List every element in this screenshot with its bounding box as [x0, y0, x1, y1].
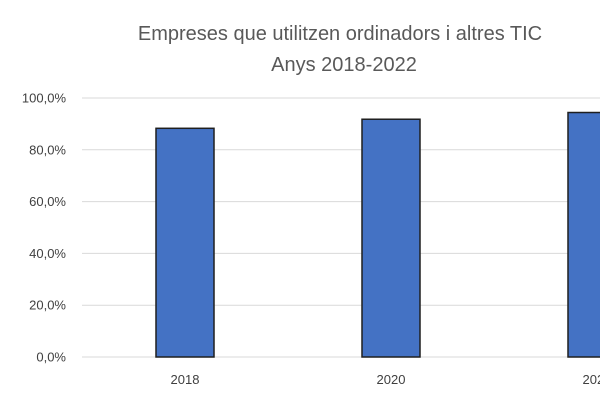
bar-2022 [567, 111, 600, 358]
y-tick-label: 40,0% [29, 246, 66, 261]
y-tick-label: 0,0% [36, 350, 66, 365]
y-tick-label: 80,0% [29, 142, 66, 157]
x-tick-label-2022: 2022 [583, 372, 600, 387]
y-tick-label: 100,0% [22, 91, 67, 106]
bars [155, 111, 600, 358]
bar-2020 [361, 118, 421, 358]
y-axis-tick-labels: 0,0% 20,0% 40,0% 60,0% 80,0% 100,0% [22, 91, 67, 365]
chart-title-line-2: Anys 2018-2022 [271, 54, 417, 76]
bar-2018 [155, 127, 215, 358]
x-tick-label-2018: 2018 [171, 372, 200, 387]
chart-title-line-1: Empreses que utilitzen ordinadors i altr… [138, 23, 542, 45]
y-tick-label: 20,0% [29, 298, 66, 313]
x-axis-tick-labels: 2018 2020 2022 [171, 372, 600, 387]
x-tick-label-2020: 2020 [377, 372, 406, 387]
y-tick-label: 60,0% [29, 194, 66, 209]
